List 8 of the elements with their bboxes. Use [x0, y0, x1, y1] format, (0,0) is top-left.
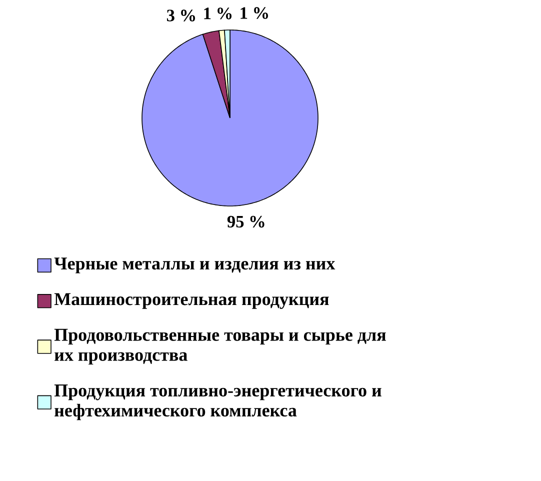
legend-label: Продукция топливно-энергетического и нефтехимического комплекса: [54, 384, 382, 420]
legend-label: Продовольственные товары и сырье для их производства: [54, 328, 386, 365]
data-label: 3 %: [166, 10, 195, 22]
data-label: 1 %: [204, 8, 232, 20]
data-label: 1 %: [240, 7, 268, 19]
legend-label: Машиностроительная продукция: [54, 293, 329, 309]
legend-label: Черные металлы и изделия из них: [54, 258, 336, 274]
data-label: 95 %: [227, 216, 264, 228]
